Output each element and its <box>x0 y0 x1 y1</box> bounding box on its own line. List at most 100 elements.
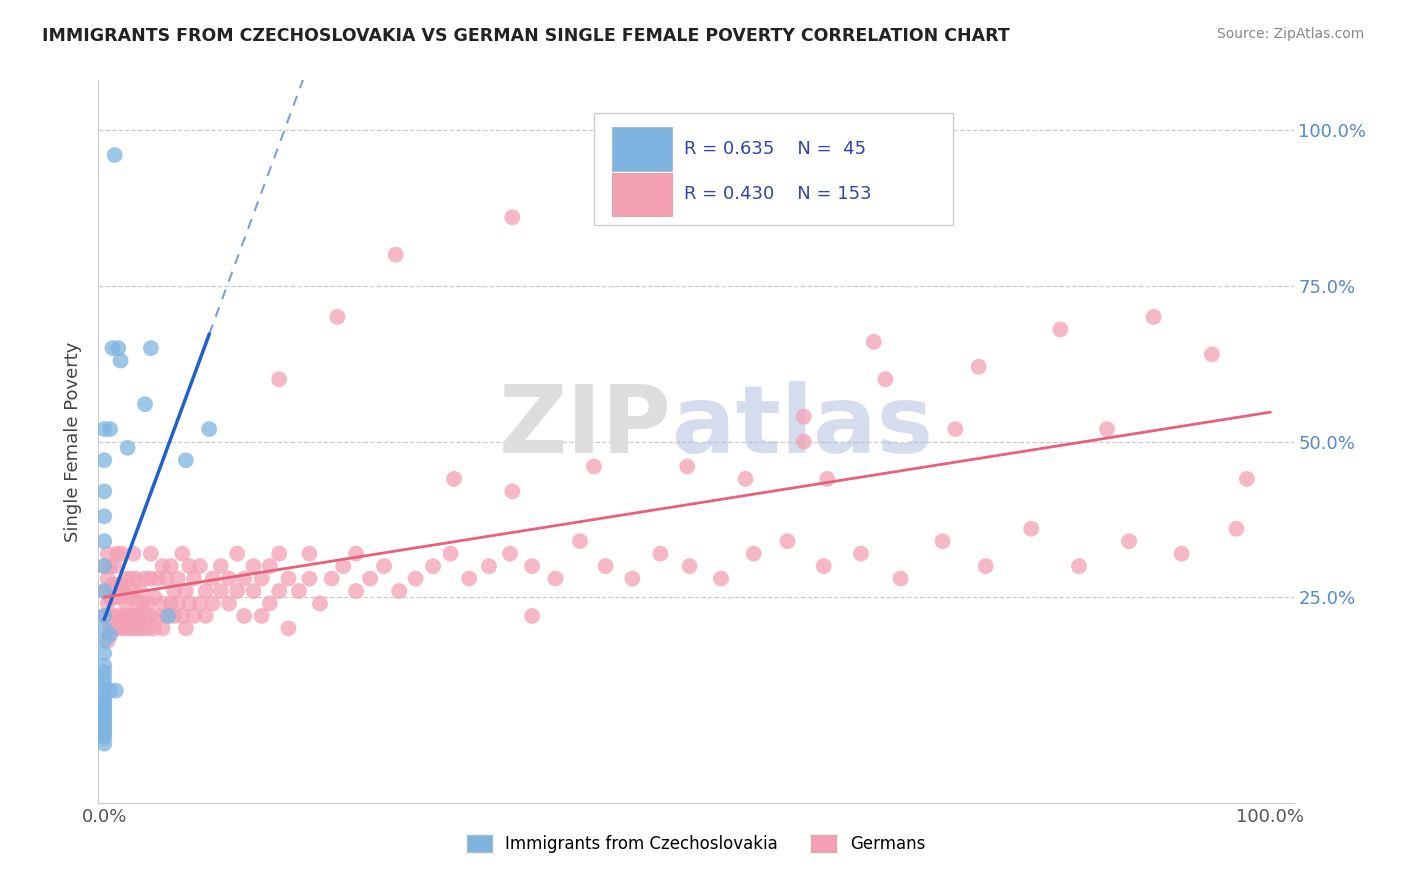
Text: Source: ZipAtlas.com: Source: ZipAtlas.com <box>1216 27 1364 41</box>
Point <box>478 559 501 574</box>
Point <box>359 572 381 586</box>
Point <box>443 472 465 486</box>
Point <box>439 547 461 561</box>
Point <box>183 572 205 586</box>
Point <box>111 578 134 592</box>
Point <box>163 609 186 624</box>
Point <box>93 677 115 691</box>
Point <box>93 453 115 467</box>
Point <box>890 572 912 586</box>
Point <box>111 547 134 561</box>
Point <box>1142 310 1164 324</box>
Point <box>93 665 115 679</box>
Point <box>132 621 155 635</box>
Point <box>209 584 232 599</box>
Point <box>93 737 115 751</box>
Point <box>1067 559 1090 574</box>
Point <box>793 434 815 449</box>
Point <box>93 706 115 720</box>
Point <box>288 584 311 599</box>
Point <box>110 353 132 368</box>
Point <box>250 609 273 624</box>
Point <box>93 621 115 635</box>
Point <box>269 372 291 386</box>
Point <box>621 572 644 586</box>
Point <box>122 547 145 561</box>
Point <box>105 547 128 561</box>
Point <box>157 609 180 624</box>
Point <box>166 572 188 586</box>
Point <box>159 559 181 574</box>
Point <box>93 718 115 732</box>
Point <box>734 472 756 486</box>
Point <box>129 609 152 624</box>
Point <box>107 341 129 355</box>
Point <box>277 572 299 586</box>
Point <box>298 547 321 561</box>
Point <box>120 609 142 624</box>
Point <box>139 547 162 561</box>
Point <box>499 547 522 561</box>
Point <box>776 534 799 549</box>
Point <box>172 547 194 561</box>
Point <box>93 534 115 549</box>
Point <box>143 621 166 635</box>
Point <box>93 584 115 599</box>
Point <box>422 559 444 574</box>
Point <box>384 248 406 262</box>
Point <box>332 559 354 574</box>
Point <box>259 559 281 574</box>
Point <box>1019 522 1042 536</box>
Point <box>93 559 115 574</box>
Point <box>146 572 169 586</box>
Point <box>125 572 148 586</box>
Point <box>93 559 115 574</box>
Point <box>104 591 127 605</box>
Point <box>1118 534 1140 549</box>
Point <box>967 359 990 374</box>
Point <box>201 572 224 586</box>
Point <box>520 609 543 624</box>
Point <box>218 597 240 611</box>
Point <box>101 609 124 624</box>
Point <box>1049 322 1071 336</box>
Point <box>174 453 197 467</box>
Point <box>373 559 395 574</box>
Point <box>111 609 134 624</box>
Point <box>742 547 765 561</box>
Point <box>174 584 197 599</box>
Point <box>152 597 174 611</box>
Point <box>676 459 699 474</box>
Point <box>118 621 141 635</box>
Point <box>93 646 115 660</box>
Point <box>155 609 177 624</box>
Text: R = 0.635    N =  45: R = 0.635 N = 45 <box>685 140 866 158</box>
Point <box>93 699 115 714</box>
Point <box>183 609 205 624</box>
Point <box>93 696 115 710</box>
Point <box>201 597 224 611</box>
Point <box>139 609 162 624</box>
Point <box>97 572 120 586</box>
Point <box>233 572 256 586</box>
Point <box>93 671 115 685</box>
Text: ZIP: ZIP <box>499 381 672 473</box>
Point <box>117 441 139 455</box>
Point <box>93 708 115 723</box>
Point <box>813 559 835 574</box>
Point <box>179 597 201 611</box>
Point <box>155 572 177 586</box>
Point <box>1170 547 1192 561</box>
Point <box>250 572 273 586</box>
Point <box>115 597 138 611</box>
Point <box>945 422 967 436</box>
Point <box>97 597 120 611</box>
Text: R = 0.430    N = 153: R = 0.430 N = 153 <box>685 186 872 203</box>
Point <box>520 559 543 574</box>
Point <box>931 534 953 549</box>
Point <box>179 559 201 574</box>
Point <box>198 422 221 436</box>
Point <box>269 584 291 599</box>
Point <box>226 584 249 599</box>
Point <box>104 559 127 574</box>
